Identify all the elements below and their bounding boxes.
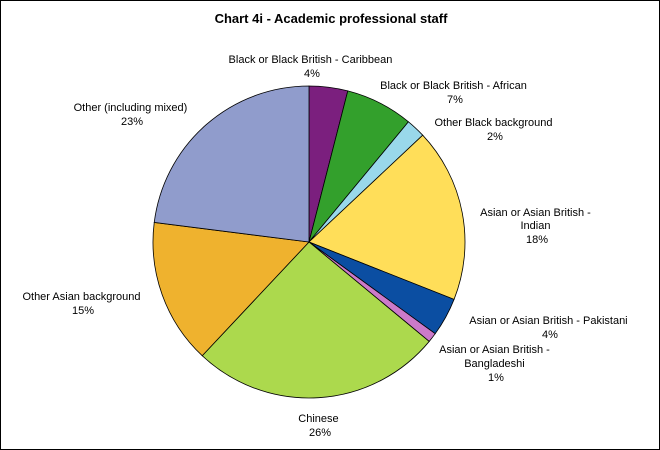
slice-name-chinese: Chinese: [298, 413, 338, 425]
slice-name-bangladeshi-line1: Asian or Asian British -: [439, 344, 550, 356]
slice-name-caribbean: Black or Black British - Caribbean: [229, 54, 393, 66]
chart-title: Chart 4i - Academic professional staff: [214, 11, 448, 26]
slice-value-other-asian: 15%: [72, 305, 94, 317]
slice-label-pakistani: Asian or Asian British - Pakistani 4%: [469, 315, 630, 341]
slice-label-indian: Asian or Asian British - Indian 18%: [480, 207, 594, 246]
pie-slice-indian: [308, 134, 466, 300]
slice-label-african: Black or Black British - African 7%: [380, 80, 530, 106]
slice-name-indian-line1: Asian or Asian British -: [480, 207, 591, 219]
slice-label-caribbean: Black or Black British - Caribbean 4%: [229, 54, 396, 80]
slice-name-african: Black or Black British - African: [380, 80, 527, 92]
pie-slices: [152, 85, 466, 399]
pie-slice-other-mixed: [153, 85, 310, 243]
slice-value-pakistani: 4%: [542, 329, 558, 341]
slice-label-other-mixed: Other (including mixed) 23%: [74, 102, 191, 128]
slice-name-other-asian: Other Asian background: [22, 291, 140, 303]
slice-value-indian: 18%: [526, 234, 548, 246]
slice-value-african: 7%: [447, 94, 463, 106]
slice-label-other-asian: Other Asian background 15%: [22, 291, 143, 317]
slice-name-pakistani: Asian or Asian British - Pakistani: [469, 315, 627, 327]
slice-label-other-black: Other Black background 2%: [434, 117, 555, 143]
slice-name-bangladeshi-line2: Bangladeshi: [464, 358, 525, 370]
pie-slice-chinese: [201, 241, 430, 399]
slice-label-bangladeshi: Asian or Asian British - Bangladeshi 1%: [439, 344, 553, 384]
slice-name-other-black: Other Black background: [434, 117, 552, 129]
slice-value-caribbean: 4%: [304, 68, 320, 80]
slice-name-other-mixed: Other (including mixed): [74, 102, 188, 114]
slice-value-chinese: 26%: [309, 427, 331, 439]
slice-value-other-mixed: 23%: [121, 116, 143, 128]
slice-value-other-black: 2%: [487, 131, 503, 143]
pie-slice-other-asian: [152, 222, 310, 357]
slice-name-indian-line2: Indian: [520, 220, 550, 232]
slice-label-chinese: Chinese 26%: [298, 413, 341, 439]
slice-value-bangladeshi: 1%: [488, 372, 504, 384]
